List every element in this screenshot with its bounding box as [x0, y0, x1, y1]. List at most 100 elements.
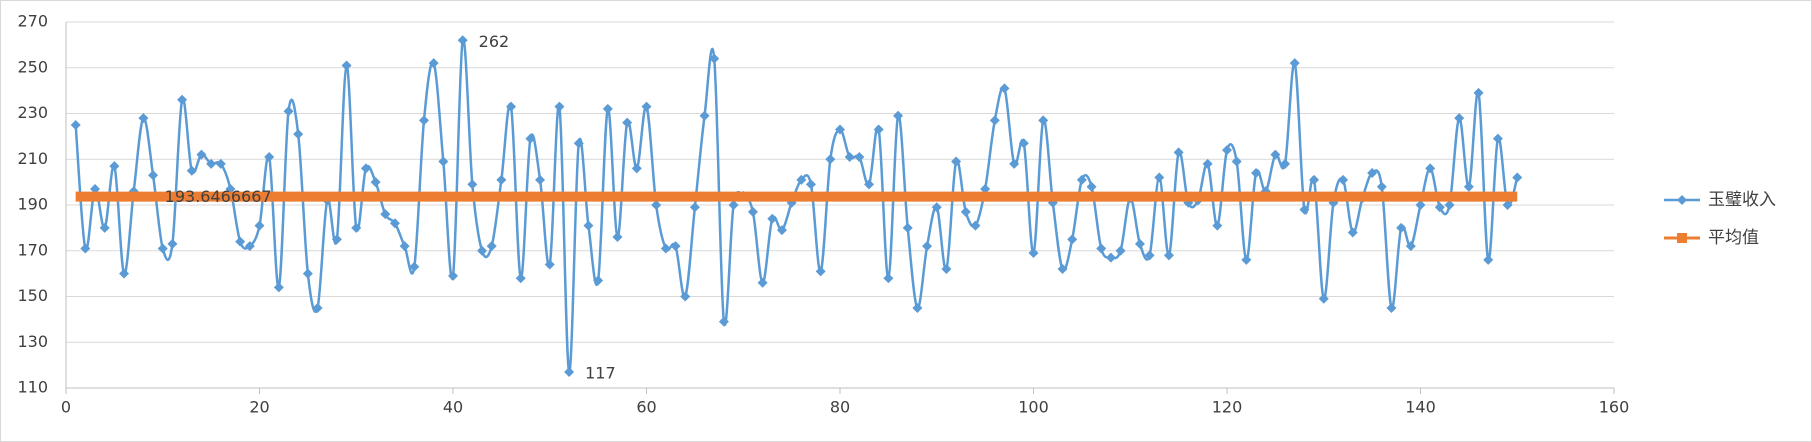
x-tick-label: 60	[636, 398, 656, 417]
data-point	[293, 129, 304, 140]
data-point	[80, 243, 91, 254]
legend-marker	[1677, 233, 1687, 243]
x-tick-label: 140	[1405, 398, 1436, 417]
data-point	[273, 282, 284, 293]
data-point	[989, 115, 1000, 126]
data-point	[1347, 227, 1358, 238]
data-point	[1076, 174, 1087, 185]
data-point	[1018, 138, 1029, 149]
data-point	[1483, 254, 1494, 265]
data-point	[196, 149, 207, 160]
data-point	[1396, 222, 1407, 233]
data-point	[264, 151, 275, 162]
data-point	[902, 222, 913, 233]
data-point	[1057, 264, 1068, 275]
data-line	[74, 37, 1519, 374]
data-point	[370, 177, 381, 188]
data-point	[467, 179, 478, 190]
legend-label: 平均值	[1708, 228, 1759, 248]
data-point	[922, 241, 933, 252]
data-point	[1405, 241, 1416, 252]
data-point	[670, 241, 681, 252]
y-tick-label: 190	[17, 195, 48, 214]
y-tick-label: 130	[17, 332, 48, 351]
data-point	[351, 222, 362, 233]
data-point	[477, 245, 488, 256]
data-point	[380, 209, 391, 220]
data-point	[564, 366, 575, 377]
data-point	[1318, 293, 1329, 304]
data-point	[167, 238, 178, 249]
data-point	[1231, 156, 1242, 167]
data-point	[844, 151, 855, 162]
data-point	[1086, 181, 1097, 192]
data-point	[1009, 158, 1020, 169]
data-point	[1241, 254, 1252, 265]
data-label: 117	[585, 363, 616, 382]
data-point	[1376, 181, 1387, 192]
data-point	[235, 236, 246, 247]
data-point	[593, 275, 604, 286]
data-point	[893, 110, 904, 121]
data-point	[825, 154, 836, 165]
data-point	[1299, 204, 1310, 215]
data-point	[428, 58, 439, 69]
data-point	[302, 268, 313, 279]
data-point	[244, 241, 255, 252]
data-point	[776, 225, 787, 236]
legend-marker	[1677, 195, 1687, 205]
data-point	[1144, 250, 1155, 261]
data-point	[496, 174, 507, 185]
data-point	[506, 101, 517, 112]
data-point	[283, 106, 294, 117]
legend-label: 玉璧收入	[1708, 190, 1776, 210]
data-point	[399, 241, 410, 252]
data-point	[138, 113, 149, 124]
y-tick-label: 170	[17, 240, 48, 259]
x-tick-label: 100	[1018, 398, 1049, 417]
data-point	[1492, 133, 1503, 144]
x-tick-label: 80	[830, 398, 850, 417]
data-point	[1280, 158, 1291, 169]
data-point	[747, 206, 758, 217]
data-point	[1463, 181, 1474, 192]
data-point	[854, 151, 865, 162]
data-point	[389, 218, 400, 229]
data-point	[699, 110, 710, 121]
y-tick-label: 250	[17, 57, 48, 76]
data-point	[1222, 145, 1232, 156]
data-point	[951, 156, 962, 167]
data-point	[767, 213, 778, 224]
x-tick-label: 20	[249, 398, 269, 417]
y-tick-label: 210	[17, 149, 48, 168]
data-label: 262	[479, 32, 510, 51]
data-point	[1202, 158, 1213, 169]
data-point	[515, 273, 526, 284]
data-point	[709, 53, 720, 64]
data-point	[960, 206, 971, 217]
data-point	[1173, 147, 1184, 158]
data-point	[980, 183, 991, 194]
x-tick-label: 160	[1599, 398, 1630, 417]
data-point	[331, 234, 342, 245]
data-point	[1415, 200, 1426, 210]
data-label: 193.6466667	[165, 187, 272, 206]
data-point	[544, 259, 555, 270]
data-point	[438, 156, 449, 167]
data-point	[148, 170, 159, 181]
data-point	[573, 138, 584, 149]
data-point	[970, 220, 981, 231]
x-tick-label: 40	[443, 398, 463, 417]
data-point	[1154, 172, 1165, 183]
data-point	[525, 133, 536, 144]
x-tick-label: 0	[61, 398, 71, 417]
data-point	[1251, 167, 1262, 178]
data-point	[1512, 172, 1523, 183]
data-point	[1038, 115, 1049, 126]
data-point	[931, 202, 942, 213]
y-tick-label: 110	[17, 378, 48, 397]
data-point	[631, 163, 642, 174]
data-point	[1096, 243, 1107, 254]
data-point	[815, 266, 826, 277]
data-point	[622, 117, 633, 128]
